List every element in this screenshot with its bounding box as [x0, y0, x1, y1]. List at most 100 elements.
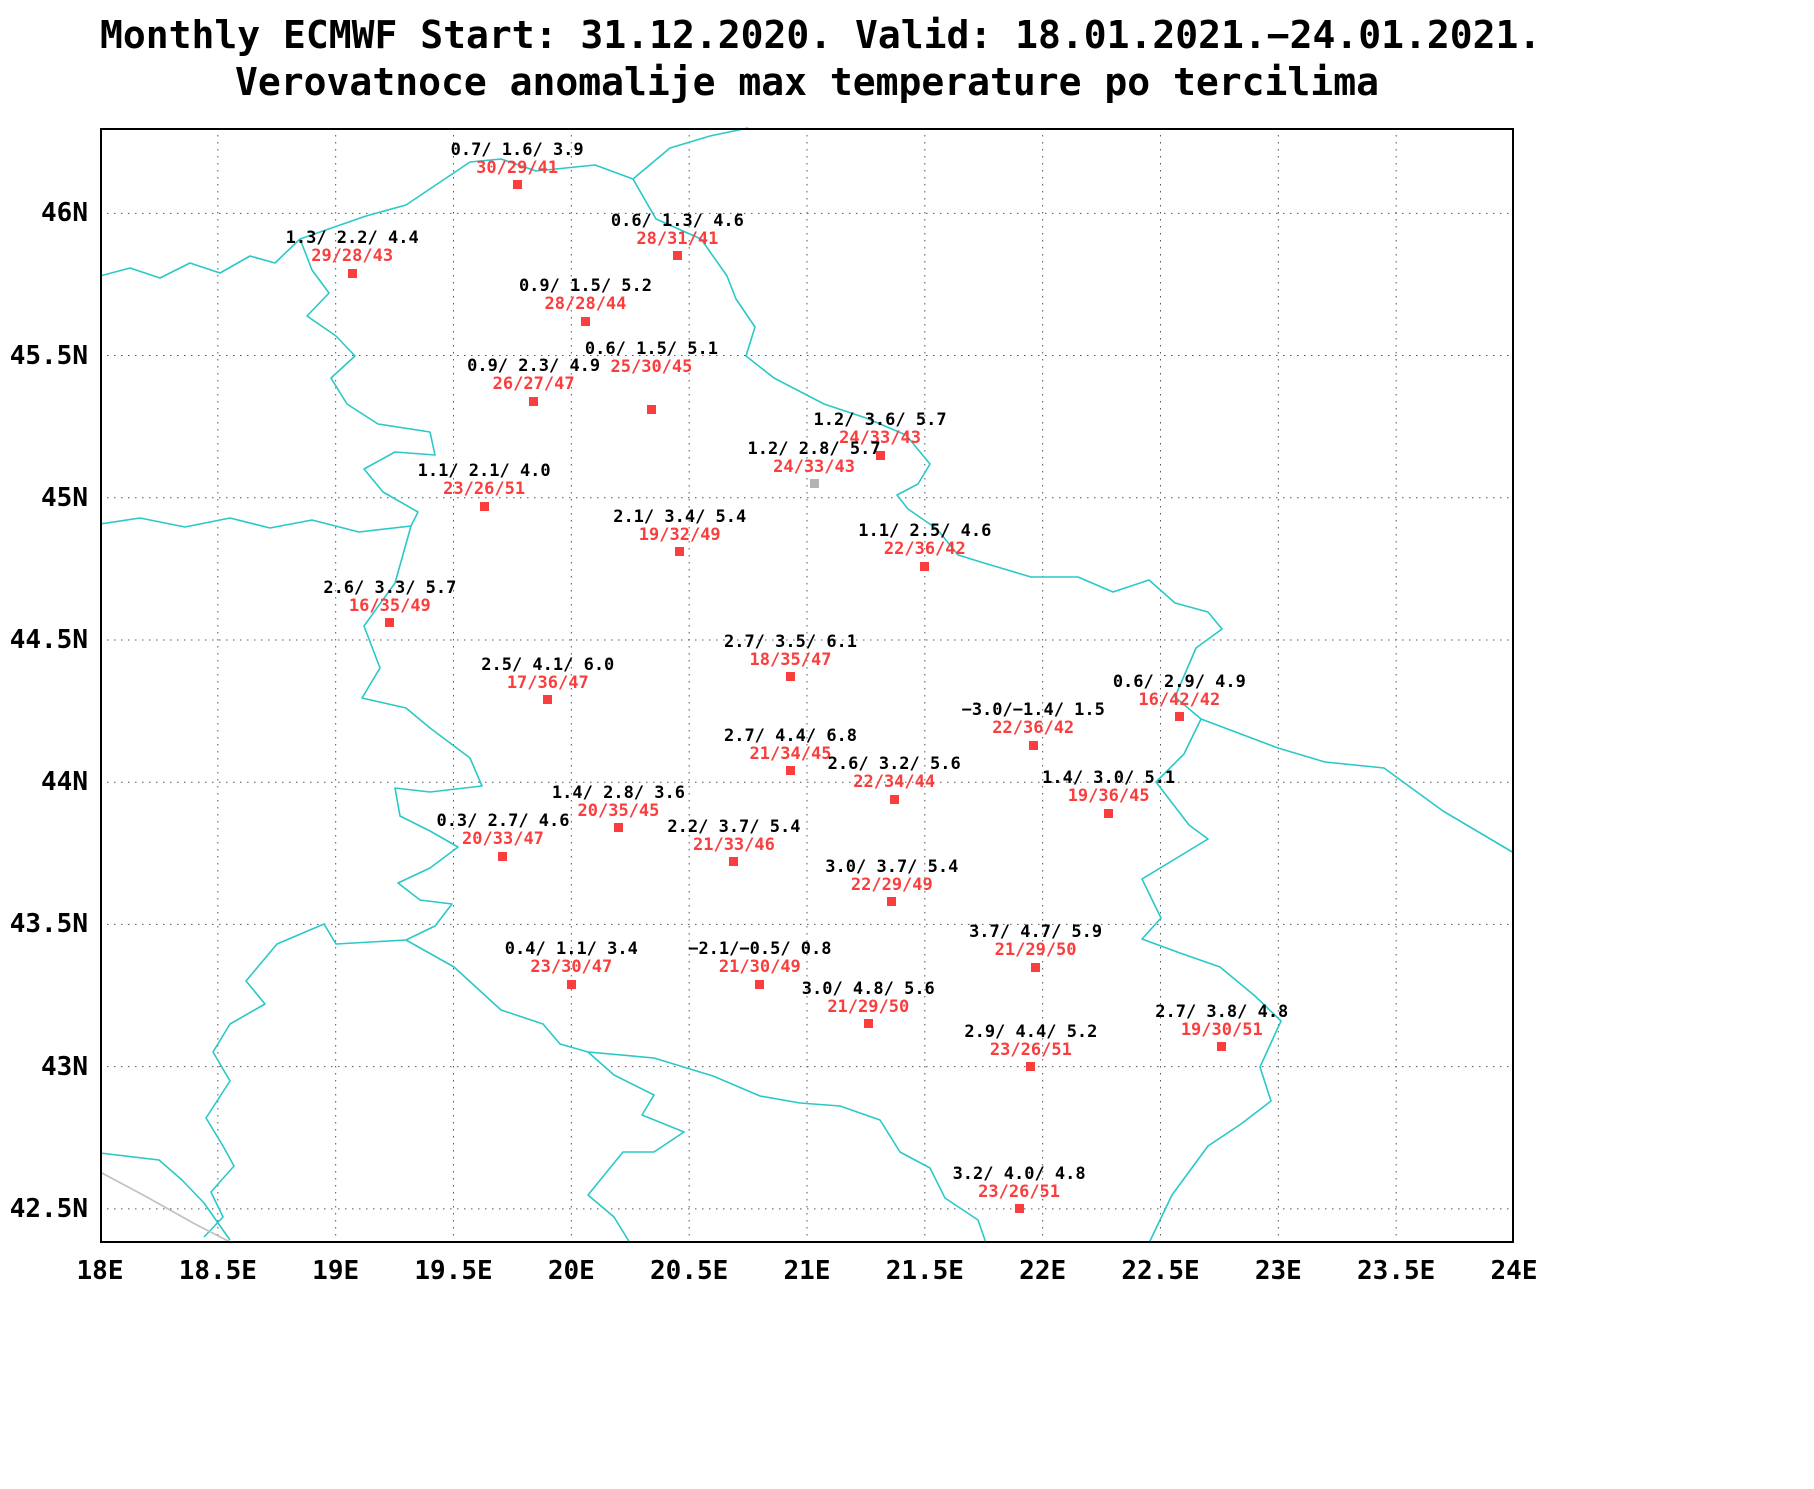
station-anomaly-values: 0.6/ 1.5/ 5.1	[584, 338, 718, 359]
station-anomaly-values: 2.6/ 3.3/ 5.7	[323, 577, 457, 598]
chart-title: Monthly ECMWF Start: 31.12.2020. Valid: …	[100, 13, 1542, 57]
stations-layer: 0.7/ 1.6/ 3.9 30/29/41 0.6/ 1.3/ 4.6 28/31/…	[100, 128, 1514, 1243]
country-border-line	[299, 158, 634, 240]
station-anomaly-values: 2.5/ 4.1/ 6.0	[481, 654, 615, 675]
y-axis-tick-label: 44.5N	[9, 624, 88, 655]
station-anomaly-values: 2.7/ 3.5/ 6.1	[723, 631, 858, 652]
station-anomaly-values: 2.6/ 3.2/ 5.6	[827, 754, 961, 775]
station-anomaly-values: 2.2/ 3.7/ 5.4	[667, 816, 801, 837]
station-anomaly-values: 2.7/ 3.8/ 4.8	[1155, 1001, 1289, 1022]
gridline-layer	[100, 128, 1514, 1243]
station-marker	[498, 851, 508, 861]
x-axis-tick-label: 20E	[547, 1256, 595, 1286]
station-marker	[675, 547, 685, 557]
country-border-line	[632, 127, 749, 180]
country-border-line	[99, 517, 412, 533]
country-border-line	[361, 525, 483, 941]
station-anomaly-values: 0.6/ 1.3/ 4.6	[610, 210, 744, 231]
x-axis-tick-label: 24E	[1490, 1256, 1538, 1286]
station-anomaly-values: −2.1/−0.5/ 0.8	[688, 939, 832, 960]
station-tercile-probabilities: 19/30/51	[1180, 1019, 1263, 1040]
station-tercile-probabilities: 23/30/47	[530, 957, 613, 978]
x-axis-tick-label: 19E	[312, 1256, 360, 1286]
station-tercile-probabilities: 24/33/43	[839, 428, 921, 449]
station-marker	[1014, 1204, 1024, 1214]
y-axis-tick-label: 45N	[41, 482, 88, 513]
station-marker	[875, 450, 885, 460]
country-border-line	[632, 178, 938, 530]
x-axis-tick-label: 21.5E	[885, 1256, 964, 1286]
station-tercile-probabilities: 21/29/50	[994, 940, 1077, 961]
station-anomaly-values: 3.0/ 3.7/ 5.4	[825, 856, 959, 877]
station-anomaly-values: 0.6/ 2.9/ 4.9	[1112, 671, 1246, 692]
station-tercile-probabilities: 26/27/47	[492, 374, 575, 395]
station-tercile-probabilities: 28/28/44	[544, 294, 627, 315]
x-axis-tick-label: 21E	[783, 1256, 831, 1286]
station-tercile-probabilities: 21/34/45	[749, 743, 832, 764]
station-tercile-probabilities: 22/36/42	[883, 539, 966, 560]
x-axis-tick-label: 19.5E	[414, 1256, 493, 1286]
station-tercile-probabilities: 16/42/42	[1138, 689, 1221, 710]
station-tercile-probabilities: 30/29/41	[476, 157, 559, 178]
station-tercile-probabilities: 22/29/49	[850, 874, 933, 895]
station-marker	[613, 823, 623, 833]
chart-subtitle: Verovatnoce anomalije max temperature po…	[235, 60, 1379, 104]
station-anomaly-values: 3.7/ 4.7/ 5.9	[969, 922, 1103, 943]
station-anomaly-values: 3.2/ 4.0/ 4.8	[952, 1163, 1086, 1184]
country-border-line	[99, 238, 301, 279]
y-axis-tick-label: 44N	[41, 767, 88, 798]
map-plot-area: 0.7/ 1.6/ 3.9 30/29/41 0.6/ 1.3/ 4.6 28/31/…	[99, 127, 1515, 1244]
station-marker	[786, 672, 795, 682]
station-marker	[580, 316, 590, 326]
station-marker	[1031, 962, 1041, 972]
station-anomaly-values: 2.1/ 3.4/ 5.4	[613, 506, 747, 527]
x-axis-tick-label: 20.5E	[650, 1256, 729, 1286]
station-anomaly-values: 1.1/ 2.1/ 4.0	[417, 461, 551, 482]
x-axis-tick-label: 23.5E	[1357, 1256, 1436, 1286]
station-marker	[385, 618, 395, 628]
y-axis-tick-label: 43.5N	[9, 909, 88, 940]
y-axis-tick-label: 45.5N	[9, 340, 88, 371]
station-marker	[786, 766, 795, 776]
station-marker	[1026, 1062, 1036, 1072]
y-axis-tick-label: 42.5N	[9, 1193, 88, 1224]
station-tercile-probabilities: 19/36/45	[1067, 786, 1150, 807]
station-marker	[672, 251, 682, 261]
station-anomaly-values: 2.9/ 4.4/ 5.2	[964, 1021, 1098, 1042]
station-marker	[646, 405, 656, 415]
station-marker	[1104, 808, 1114, 818]
coastline	[99, 1171, 233, 1244]
station-marker	[889, 794, 899, 804]
station-marker	[1174, 712, 1184, 722]
station-anomaly-values: 1.1/ 2.5/ 4.6	[858, 521, 992, 542]
country-border-line	[299, 238, 436, 527]
map-graphics	[99, 127, 1515, 1244]
station-tercile-probabilities: 20/33/47	[462, 829, 544, 850]
station-marker	[512, 180, 522, 190]
station-tercile-probabilities: 29/28/43	[311, 246, 394, 267]
station-marker	[920, 561, 930, 571]
station-marker	[863, 1019, 873, 1029]
station-tercile-probabilities: 23/26/51	[989, 1039, 1072, 1060]
country-border-line	[405, 939, 685, 1244]
station-tercile-probabilities: 23/26/51	[978, 1181, 1061, 1202]
station-anomaly-values: 0.7/ 1.6/ 3.9	[450, 139, 584, 160]
station-marker	[729, 857, 739, 867]
station-marker	[543, 695, 553, 705]
station-marker	[1217, 1042, 1227, 1052]
station-tercile-probabilities: 28/31/41	[636, 228, 719, 249]
x-axis-tick-label: 22.5E	[1121, 1256, 1200, 1286]
station-tercile-probabilities: 17/36/47	[506, 672, 589, 693]
station-marker	[887, 897, 897, 907]
y-axis: 46N 45.5N 45N 44.5N 44N 43.5N 43N 42.5N	[0, 0, 92, 1489]
country-border-line	[99, 1152, 231, 1241]
country-border-line	[203, 923, 407, 1238]
station-tercile-probabilities: 22/36/42	[992, 718, 1075, 739]
station-anomaly-values: 0.9/ 1.5/ 5.2	[518, 276, 652, 297]
station-tercile-probabilities: 19/32/49	[638, 524, 721, 545]
chart-titles: Monthly ECMWF Start: 31.12.2020. Valid: …	[100, 12, 1542, 106]
station-anomaly-values: 0.3/ 2.7/ 4.6	[436, 811, 570, 832]
station-tercile-probabilities: 21/30/49	[718, 957, 801, 978]
station-marker	[1028, 740, 1038, 750]
